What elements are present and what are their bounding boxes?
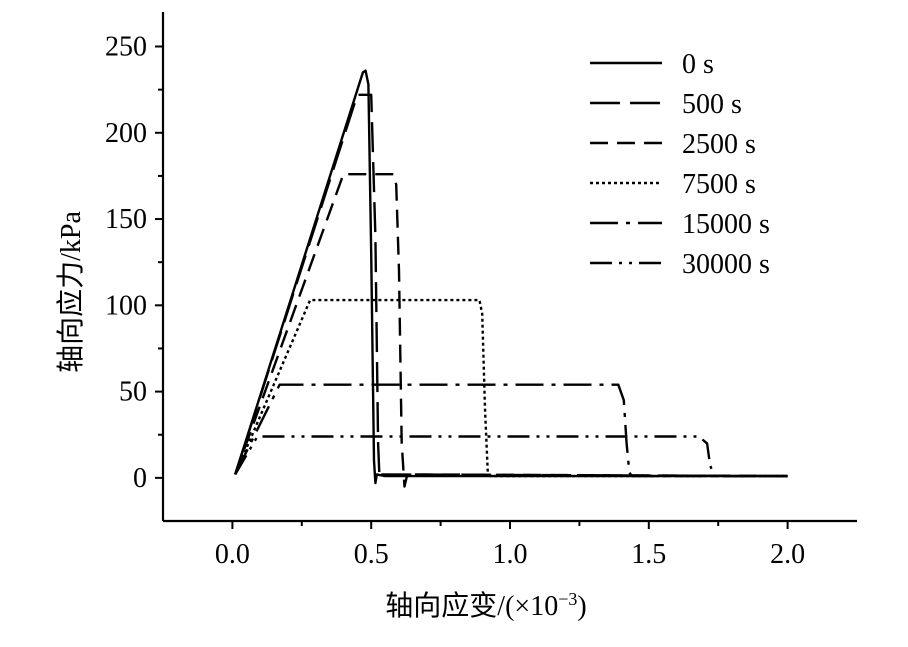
- legend: 0 s 500 s 2500 s 7500 s 15000 s 30000 s: [590, 49, 770, 280]
- series-line-4: [234, 298, 788, 478]
- series-line-3: [234, 173, 788, 488]
- y-tick-label: 150: [105, 204, 147, 235]
- x-tick-label: 1.0: [493, 539, 528, 570]
- legend-label-5: 15000 s: [682, 209, 770, 240]
- series-line-1: [234, 69, 788, 485]
- y-tick-label: 100: [105, 290, 147, 321]
- series-line-5: [234, 383, 788, 478]
- y-tick-label: 0: [133, 463, 147, 494]
- legend-label-4: 7500 s: [682, 169, 756, 200]
- y-tick-label: 200: [105, 118, 147, 149]
- x-tick-label: 1.5: [631, 539, 666, 570]
- legend-label-1: 0 s: [682, 49, 714, 80]
- legend-label-6: 30000 s: [682, 249, 770, 280]
- series-line-2: [234, 93, 788, 480]
- x-tick-label: 0.0: [215, 539, 250, 570]
- x-axis-label: 轴向应变/(×10−3): [385, 589, 586, 622]
- x-tick-label: 2.0: [770, 539, 805, 570]
- x-tick-label: 0.5: [354, 539, 389, 570]
- series-line-6: [234, 435, 788, 478]
- y-tick-label: 50: [119, 377, 147, 408]
- axes: 0 50 100 150 200 250 0.0 0.5 1.0 1.5 2.0: [105, 12, 857, 570]
- series-layer: [234, 69, 788, 488]
- y-axis-label: 轴向应力/kPa: [55, 211, 87, 373]
- legend-label-2: 500 s: [682, 89, 742, 120]
- legend-label-3: 2500 s: [682, 129, 756, 160]
- y-tick-label: 250: [105, 32, 147, 63]
